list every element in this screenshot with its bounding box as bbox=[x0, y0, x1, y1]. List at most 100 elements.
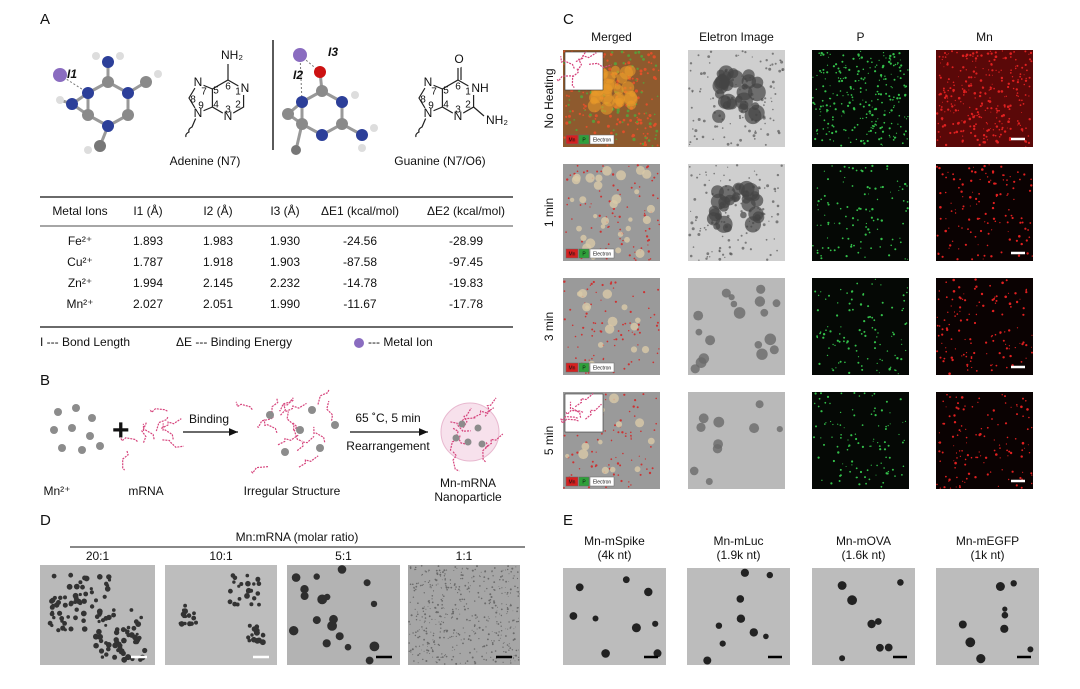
speckle bbox=[636, 116, 638, 119]
speckle bbox=[493, 581, 496, 583]
speckle bbox=[869, 112, 871, 115]
speckle bbox=[584, 109, 586, 111]
speckle bbox=[705, 174, 707, 176]
speckle bbox=[417, 602, 419, 604]
speckle bbox=[995, 193, 999, 197]
speckle bbox=[261, 632, 265, 636]
speckle bbox=[824, 401, 827, 404]
column-header: Eletron Image bbox=[699, 30, 774, 44]
speckle bbox=[595, 451, 597, 453]
speckle bbox=[897, 76, 899, 78]
speckle bbox=[847, 347, 850, 350]
speckle bbox=[628, 254, 631, 257]
speckle bbox=[628, 217, 633, 222]
speckle bbox=[848, 302, 851, 305]
substituent bbox=[185, 112, 199, 138]
speckle bbox=[604, 310, 607, 313]
speckle bbox=[697, 118, 701, 121]
speckle bbox=[1009, 127, 1012, 130]
speckle bbox=[971, 366, 973, 369]
speckle bbox=[992, 201, 995, 205]
speckle bbox=[589, 206, 591, 208]
speckle bbox=[638, 186, 641, 188]
speckle bbox=[874, 187, 877, 190]
speckle bbox=[601, 217, 609, 225]
speckle bbox=[425, 630, 428, 632]
speckle bbox=[565, 121, 569, 125]
speckle bbox=[945, 95, 948, 98]
speckle bbox=[644, 458, 647, 460]
speckle bbox=[1028, 118, 1031, 121]
speckle bbox=[642, 58, 645, 61]
speckle bbox=[653, 113, 656, 116]
inset-legend-box bbox=[589, 134, 615, 145]
speckle bbox=[425, 632, 428, 635]
speckle bbox=[941, 255, 944, 258]
speckle bbox=[969, 106, 971, 109]
speckle bbox=[938, 325, 941, 327]
speckle bbox=[880, 284, 882, 286]
speckle bbox=[409, 566, 412, 568]
speckle bbox=[443, 629, 446, 632]
speckle bbox=[727, 166, 729, 168]
speckle bbox=[640, 463, 643, 466]
speckle bbox=[1019, 124, 1022, 126]
speckle bbox=[936, 350, 939, 353]
speckle bbox=[1015, 239, 1019, 242]
mn-ion bbox=[72, 404, 80, 412]
speckle bbox=[1006, 366, 1008, 369]
speckle bbox=[897, 63, 898, 65]
speckle bbox=[466, 618, 468, 621]
speckle bbox=[570, 474, 573, 476]
inset-legend-text: Electron bbox=[593, 137, 612, 143]
speckle bbox=[495, 611, 498, 614]
speckle bbox=[857, 356, 860, 358]
speckle bbox=[949, 87, 952, 90]
speckle bbox=[961, 54, 965, 58]
speckle bbox=[967, 84, 971, 88]
speckle bbox=[439, 630, 441, 632]
speckle bbox=[477, 591, 480, 594]
speckle bbox=[848, 444, 851, 447]
speckle bbox=[871, 327, 874, 329]
speckle bbox=[1004, 295, 1007, 299]
speckle bbox=[609, 200, 618, 209]
panel-label: A bbox=[40, 11, 50, 28]
speckle bbox=[969, 205, 971, 207]
speckle bbox=[845, 255, 848, 258]
speckle bbox=[982, 304, 985, 307]
speckle bbox=[624, 322, 627, 325]
speckle bbox=[420, 584, 422, 587]
speckle bbox=[1024, 447, 1026, 449]
speckle bbox=[68, 600, 74, 606]
speckle bbox=[441, 607, 443, 610]
speckle bbox=[689, 141, 692, 144]
speckle bbox=[997, 424, 999, 426]
speckle bbox=[576, 164, 579, 167]
speckle bbox=[615, 133, 618, 136]
speckle bbox=[619, 193, 621, 196]
speckle bbox=[995, 453, 998, 456]
speckle bbox=[454, 566, 457, 568]
speckle bbox=[457, 632, 460, 635]
speckle bbox=[874, 132, 877, 134]
speckle bbox=[899, 69, 902, 72]
speckle bbox=[814, 392, 817, 395]
speckle bbox=[845, 215, 847, 218]
speckle bbox=[763, 187, 766, 189]
speckle bbox=[638, 112, 641, 115]
speckle bbox=[857, 54, 860, 57]
speckle bbox=[865, 89, 867, 91]
speckle bbox=[957, 96, 961, 100]
speckle bbox=[51, 573, 57, 579]
speckle bbox=[891, 306, 894, 309]
speckle bbox=[514, 660, 516, 662]
mn-ion bbox=[316, 444, 324, 452]
speckle bbox=[429, 653, 431, 654]
speckle bbox=[848, 137, 850, 139]
speckle bbox=[471, 577, 473, 579]
speckle bbox=[635, 249, 645, 258]
speckle bbox=[462, 627, 464, 629]
speckle bbox=[866, 60, 869, 63]
speckle bbox=[876, 464, 878, 467]
